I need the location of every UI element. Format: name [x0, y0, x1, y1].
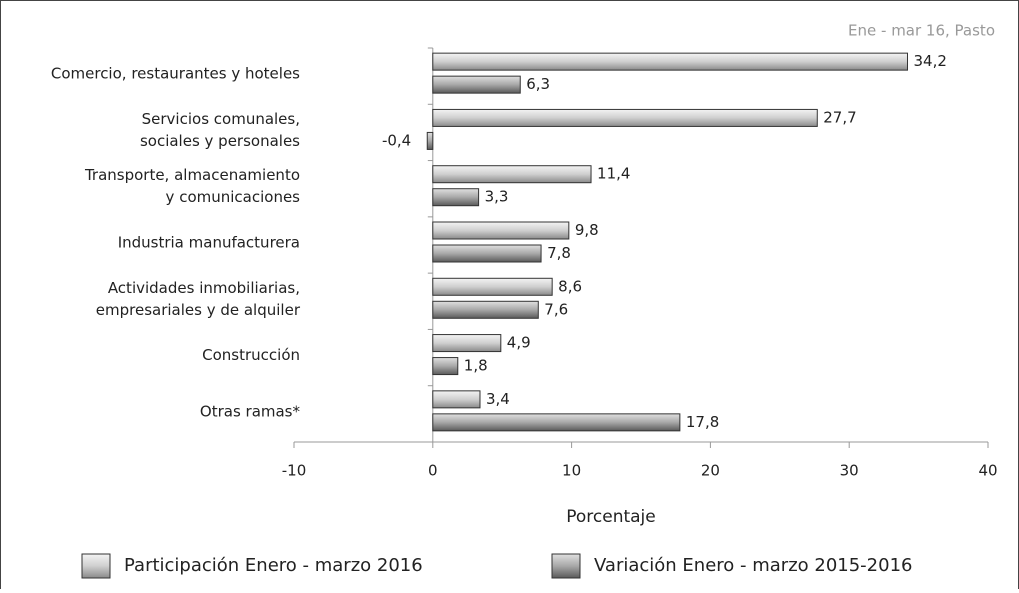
- value-label: 7,8: [547, 244, 571, 262]
- bar: [432, 277, 553, 296]
- value-label: 27,7: [823, 108, 856, 126]
- x-tick-label: 0: [428, 462, 438, 480]
- bar: [432, 300, 539, 319]
- bar: [432, 75, 521, 94]
- bar: [432, 108, 818, 127]
- value-label: 8,6: [558, 277, 582, 295]
- x-tick-label: 10: [562, 462, 581, 480]
- x-tick-label: 20: [701, 462, 720, 480]
- legend-label: Participación Enero - marzo 2016: [124, 555, 423, 576]
- x-tick-label: 40: [978, 462, 997, 480]
- bar: [432, 188, 480, 207]
- value-label: -0,4: [382, 131, 411, 149]
- legend-label: Variación Enero - marzo 2015-2016: [594, 555, 913, 576]
- value-label: 3,3: [485, 188, 509, 206]
- x-tick-label: -10: [282, 462, 307, 480]
- x-tick-label: 30: [840, 462, 859, 480]
- category-label: sociales y personales: [140, 132, 300, 150]
- x-axis-label: Porcentaje: [566, 507, 656, 527]
- bar: [432, 165, 592, 184]
- bar: [432, 52, 908, 71]
- value-label: 6,3: [526, 75, 550, 93]
- value-label: 3,4: [486, 390, 510, 408]
- legend-swatch: [551, 553, 581, 579]
- annotation: Ene - mar 16, Pasto: [848, 22, 995, 40]
- bar: [432, 244, 542, 263]
- category-label: Actividades inmobiliarias,: [108, 279, 300, 297]
- bar: [432, 390, 481, 409]
- value-label: 34,2: [913, 52, 946, 70]
- value-label: 11,4: [597, 165, 630, 183]
- value-label: 1,8: [464, 357, 488, 375]
- category-label: Transporte, almacenamiento: [84, 166, 300, 184]
- category-label: Otras ramas*: [200, 402, 301, 420]
- category-label: Servicios comunales,: [142, 110, 300, 128]
- value-label: 4,9: [507, 334, 531, 352]
- bar: [432, 413, 681, 432]
- bar: [432, 221, 570, 240]
- bar: [426, 131, 434, 150]
- category-label: Comercio, restaurantes y hoteles: [51, 65, 300, 83]
- value-label: 9,8: [575, 221, 599, 239]
- bar: [432, 357, 459, 376]
- category-label: empresariales y de alquiler: [96, 301, 301, 319]
- bar: [432, 334, 502, 353]
- value-label: 17,8: [686, 413, 719, 431]
- category-label: y comunicaciones: [166, 188, 301, 206]
- legend-swatch: [81, 553, 111, 579]
- value-label: 7,6: [544, 300, 568, 318]
- category-label: Construcción: [202, 346, 300, 364]
- category-label: Industria manufacturera: [118, 234, 300, 252]
